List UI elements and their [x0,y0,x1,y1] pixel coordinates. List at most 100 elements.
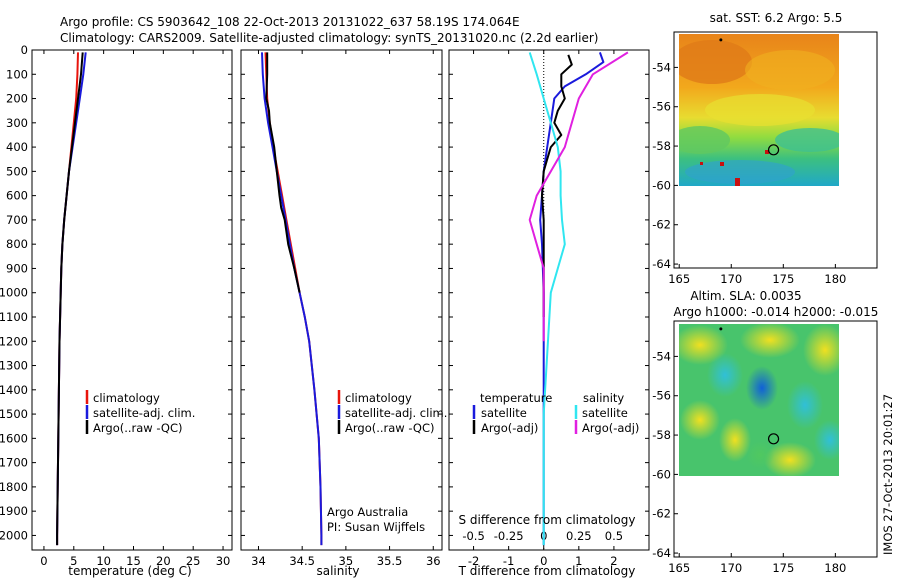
y-tick-label: 1200 [0,334,28,348]
y-tick-label: 800 [6,237,28,251]
axis-ticks: 0 5 10 15 20 25 300100200300400500600700800900… [0,43,649,568]
map-y-tick-label: -64 [652,546,671,560]
map-x-tick-label: 170 [720,561,742,575]
credit-institution: Argo Australia [327,505,408,519]
map-y-tick-label: -64 [652,257,671,271]
series-differences-salinity-argo-adj- [528,51,629,342]
x-tick-label: -1 [503,554,514,568]
x-tick-label: -2 [468,554,479,568]
map-y-tick-label: -58 [652,139,671,153]
series-salinity-argo-raw-qc- [265,52,301,293]
map-dot [719,327,723,331]
y-tick-label: 1900 [0,504,28,518]
x-tick-label: 0 [40,554,47,568]
legend-label-climatology: climatology [345,391,412,405]
map-y-tick-label: -60 [652,178,671,192]
series-salinity-climatology [264,52,323,546]
map-dot [719,38,723,42]
x-tick-label: 34 [251,554,266,568]
legend-label-s-argo: Argo(-adj) [582,421,639,435]
x-tick-label: 20 [156,554,171,568]
x-tick-label: 35.5 [377,554,403,568]
sla-map-field [679,324,839,476]
legend-label-argo: Argo(..raw -QC) [93,421,183,435]
map-x-tick-label: 180 [824,272,846,286]
series-differences-salinity-satellite [528,52,566,546]
y-tick-label: 300 [6,116,28,130]
y-tick-label: 2000 [0,528,28,542]
s-difference-xlabel: S difference from climatology [459,513,636,527]
x-tick-label: 0 [540,554,547,568]
x-tick-label: 5 [70,554,77,568]
legend-label-argo: Argo(..raw -QC) [345,421,435,435]
x-tick-label: 35 [339,554,354,568]
legend-title-temperature: temperature [480,391,552,405]
x-tick-label: 36 [426,554,441,568]
credit-pi: PI: Susan Wijffels [327,520,425,534]
argo-position-marker [767,433,780,445]
map-y-tick-label: -58 [652,428,671,442]
x-tick-label: 2 [610,554,617,568]
legend-label-satellite: satellite-adj. clim. [345,406,447,420]
map-y-tick-label: -54 [652,60,671,74]
legend-title-salinity: salinity [583,391,624,405]
y-tick-label: 0 [21,43,28,57]
y-tick-label: 100 [6,67,28,81]
map-x-tick-label: 170 [720,272,742,286]
map-y-tick-label: -54 [652,349,671,363]
argo-position-marker [767,144,780,156]
map-y-tick-label: -56 [652,100,671,114]
y-tick-label: 1300 [0,359,28,373]
figure-title-line1: Argo profile: CS 5903642_108 22-Oct-2013… [60,15,520,29]
legend-label-s-satellite: satellite [582,406,628,420]
salinity-xlabel: salinity [316,564,359,578]
map-x-tick-label: 175 [772,561,794,575]
map-x-tick-label: 175 [772,272,794,286]
salinity-axes [240,49,443,551]
x-tick-label: 10 [96,554,111,568]
y-tick-label: 1400 [0,383,28,397]
legend-label-t-satellite: satellite [481,406,527,420]
y-tick-label: 600 [6,189,28,203]
map-x-tick-label: 165 [668,272,690,286]
x-tick-label: 1 [575,554,582,568]
map-y-tick-label: -56 [652,389,671,403]
y-tick-label: 200 [6,92,28,106]
sst-map-field [679,34,839,186]
series-temperature-argo-raw-qc- [56,52,84,546]
x2-tick-label: -0.5 [462,529,484,543]
x2-tick-label: 0.5 [605,529,623,543]
temperature-axes [31,49,233,551]
x-tick-label: 25 [186,554,201,568]
y-tick-label: 1500 [0,407,28,421]
y-tick-label: 1700 [0,456,28,470]
difference-legend: temperature salinity satellite Argo(-adj… [472,391,639,435]
x-tick-label: 30 [216,554,231,568]
legend-label-t-argo: Argo(-adj) [481,421,538,435]
y-tick-label: 1100 [0,310,28,324]
y-tick-label: 1600 [0,431,28,445]
footer-stamp: IMOS 27-Oct-2013 20:01:27 [881,394,895,555]
map-y-tick-label: -62 [652,507,671,521]
temperature-legend: climatology satellite-adj. clim. Argo(..… [85,390,195,435]
difference-axes [448,49,650,551]
salinity-legend: climatology satellite-adj. clim. Argo(..… [337,390,447,435]
y-tick-label: 1000 [0,286,28,300]
profile-lines [56,51,629,546]
legend-label-satellite: satellite-adj. clim. [93,406,195,420]
map-y-tick-label: -60 [652,467,671,481]
sla-map-title: Altim. SLA: 0.0035 [690,289,801,303]
x-tick-label: 34.5 [289,554,315,568]
y-tick-label: 500 [6,164,28,178]
sla-map-subtitle: Argo h1000: -0.014 h2000: -0.015 [674,305,879,319]
sla-map-marks: 165 170 175 180 -54 -56 -58 -60 -62 -64 [652,327,846,575]
t-difference-xlabel: T difference from climatology [458,564,636,578]
map-x-tick-label: 180 [824,561,846,575]
map-x-tick-label: 165 [668,561,690,575]
y-tick-label: 400 [6,140,28,154]
sla-map-axes [673,320,878,558]
map-y-tick-label: -62 [652,218,671,232]
y-tick-label: 900 [6,261,28,275]
temperature-xlabel: temperature (deg C) [68,564,191,578]
